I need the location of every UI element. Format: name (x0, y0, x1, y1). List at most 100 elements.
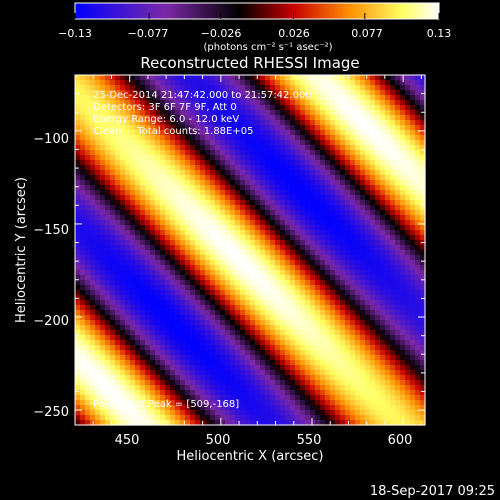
heatmap-cell (80, 385, 86, 391)
heatmap-cell (145, 340, 151, 346)
heatmap-cell (125, 160, 131, 166)
heatmap-cell (405, 115, 411, 121)
heatmap-cell (170, 405, 176, 411)
heatmap-cell (210, 300, 216, 306)
heatmap-cell (305, 85, 311, 91)
heatmap-cell (420, 265, 426, 271)
heatmap-cell (275, 185, 281, 191)
heatmap-cell (100, 90, 106, 96)
heatmap-cell (110, 420, 116, 426)
heatmap-cell (200, 400, 206, 406)
heatmap-cell (220, 80, 226, 86)
heatmap-cell (95, 130, 101, 136)
heatmap-cell (165, 220, 171, 226)
heatmap-cell (330, 375, 336, 381)
heatmap-cell (310, 410, 316, 416)
heatmap-cell (155, 390, 161, 396)
heatmap-cell (75, 420, 81, 426)
heatmap-cell (365, 175, 371, 181)
heatmap-cell (340, 340, 346, 346)
heatmap-cell (170, 355, 176, 361)
heatmap-cell (210, 405, 216, 411)
heatmap-cell (185, 175, 191, 181)
heatmap-cell (300, 155, 306, 161)
heatmap-cell (380, 365, 386, 371)
heatmap-cell (305, 110, 311, 116)
heatmap-cell (375, 275, 381, 281)
heatmap-cell (355, 345, 361, 351)
heatmap-cell (85, 375, 91, 381)
heatmap-cell (130, 390, 136, 396)
heatmap-cell (380, 220, 386, 226)
heatmap-cell (390, 380, 396, 386)
heatmap-cell (385, 405, 391, 411)
heatmap-cell (150, 315, 156, 321)
heatmap-cell (385, 255, 391, 261)
heatmap-cell (235, 100, 241, 106)
heatmap-cell (210, 380, 216, 386)
heatmap-cell (330, 275, 336, 281)
heatmap-cell (390, 320, 396, 326)
heatmap-cell (355, 135, 361, 141)
heatmap-cell (185, 100, 191, 106)
heatmap-cell (160, 260, 166, 266)
heatmap-cell (80, 345, 86, 351)
heatmap-cell (375, 405, 381, 411)
heatmap-cell (260, 220, 266, 226)
heatmap-cell (210, 410, 216, 416)
heatmap-cell (275, 305, 281, 311)
heatmap-cell (145, 395, 151, 401)
heatmap-cell (330, 240, 336, 246)
heatmap-cell (180, 420, 186, 426)
heatmap-cell (310, 415, 316, 421)
heatmap-cell (75, 175, 81, 181)
heatmap-cell (150, 220, 156, 226)
heatmap-cell (115, 380, 121, 386)
heatmap-cell (405, 250, 411, 256)
heatmap-cell (370, 225, 376, 231)
heatmap-cell (285, 275, 291, 281)
heatmap-cell (240, 280, 246, 286)
heatmap-cell (235, 275, 241, 281)
heatmap-cell (205, 190, 211, 196)
heatmap-cell (365, 195, 371, 201)
heatmap-cell (265, 85, 271, 91)
heatmap-cell (340, 105, 346, 111)
heatmap-cell (85, 365, 91, 371)
heatmap-cell (310, 385, 316, 391)
heatmap-cell (230, 145, 236, 151)
heatmap-cell (165, 135, 171, 141)
heatmap-cell (180, 345, 186, 351)
heatmap-cell (315, 105, 321, 111)
heatmap-cell (365, 90, 371, 96)
heatmap-cell (335, 190, 341, 196)
heatmap-cell (80, 145, 86, 151)
heatmap-cell (320, 210, 326, 216)
heatmap-cell (95, 135, 101, 141)
heatmap-cell (250, 100, 256, 106)
heatmap-cell (295, 195, 301, 201)
heatmap-cell (365, 380, 371, 386)
heatmap-cell (155, 160, 161, 166)
heatmap-cell (90, 355, 96, 361)
heatmap-cell (95, 155, 101, 161)
heatmap-cell (160, 335, 166, 341)
heatmap-cell (210, 230, 216, 236)
colorbar-unit-label: (photons cm⁻² s⁻¹ asec⁻²) (203, 42, 332, 53)
heatmap-cell (90, 215, 96, 221)
heatmap-cell (350, 395, 356, 401)
heatmap-cell (125, 375, 131, 381)
heatmap-cell (75, 90, 81, 96)
heatmap-cell (165, 245, 171, 251)
heatmap-cell (85, 85, 91, 91)
heatmap-cell (235, 180, 241, 186)
heatmap-cell (310, 275, 316, 281)
heatmap-cell (205, 330, 211, 336)
heatmap-cell (300, 255, 306, 261)
heatmap-cell (245, 165, 251, 171)
heatmap-cell (420, 255, 426, 261)
heatmap-cell (110, 195, 116, 201)
heatmap-cell (110, 90, 116, 96)
heatmap-cell (85, 150, 91, 156)
heatmap-cell (375, 285, 381, 291)
